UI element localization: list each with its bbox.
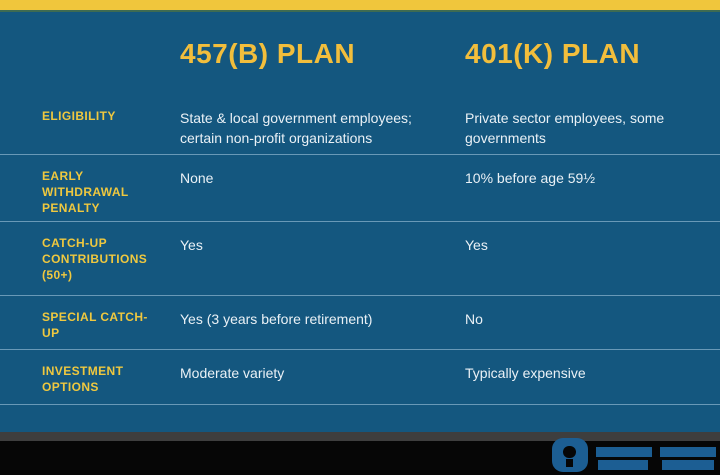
comparison-table: 457(B) PLAN 401(K) PLAN ELIGIBILITY Stat…: [0, 12, 720, 405]
table-row: ELIGIBILITY State & local government emp…: [0, 95, 720, 155]
table-row: EARLY WITHDRAWAL PENALTY None 10% before…: [0, 155, 720, 222]
cell-457b-catch-up-contributions: Yes: [180, 237, 203, 253]
cell-401k-special-catch-up: No: [465, 311, 483, 327]
cell-457b-investment-options: Moderate variety: [180, 365, 285, 381]
column-header-457b: 457(B) PLAN: [180, 37, 356, 69]
row-header-early-withdrawal-penalty: EARLY WITHDRAWAL PENALTY: [42, 169, 129, 216]
table-row: CATCH-UP CONTRIBUTIONS (50+) Yes Yes: [0, 222, 720, 296]
cell-401k-catch-up-contributions: Yes: [465, 237, 488, 253]
top-accent-bar: [0, 0, 720, 12]
table-row: INVESTMENT OPTIONS Moderate variety Typi…: [0, 350, 720, 405]
cell-457b-early-withdrawal-penalty: None: [180, 170, 214, 186]
table-row: SPECIAL CATCH-UP Yes (3 years before ret…: [0, 296, 720, 350]
column-header-401k: 401(K) PLAN: [465, 37, 641, 69]
row-header-catch-up-contributions: CATCH-UP CONTRIBUTIONS (50+): [42, 236, 148, 283]
cell-401k-early-withdrawal-penalty: 10% before age 59½: [465, 170, 595, 186]
row-header-investment-options: INVESTMENT OPTIONS: [42, 364, 124, 395]
row-header-eligibility: ELIGIBILITY: [42, 109, 116, 123]
footer-gray-strip: [0, 432, 720, 441]
cell-401k-eligibility: Private sector employees, some governmen…: [465, 110, 665, 147]
row-header-special-catch-up: SPECIAL CATCH-UP: [42, 310, 148, 341]
footer-black-strip: [0, 441, 720, 475]
table-header-row: 457(B) PLAN 401(K) PLAN: [0, 12, 720, 95]
cell-457b-special-catch-up: Yes (3 years before retirement): [180, 311, 373, 327]
cell-457b-eligibility: State & local government employees; cert…: [180, 110, 412, 147]
cell-401k-investment-options: Typically expensive: [465, 365, 586, 381]
